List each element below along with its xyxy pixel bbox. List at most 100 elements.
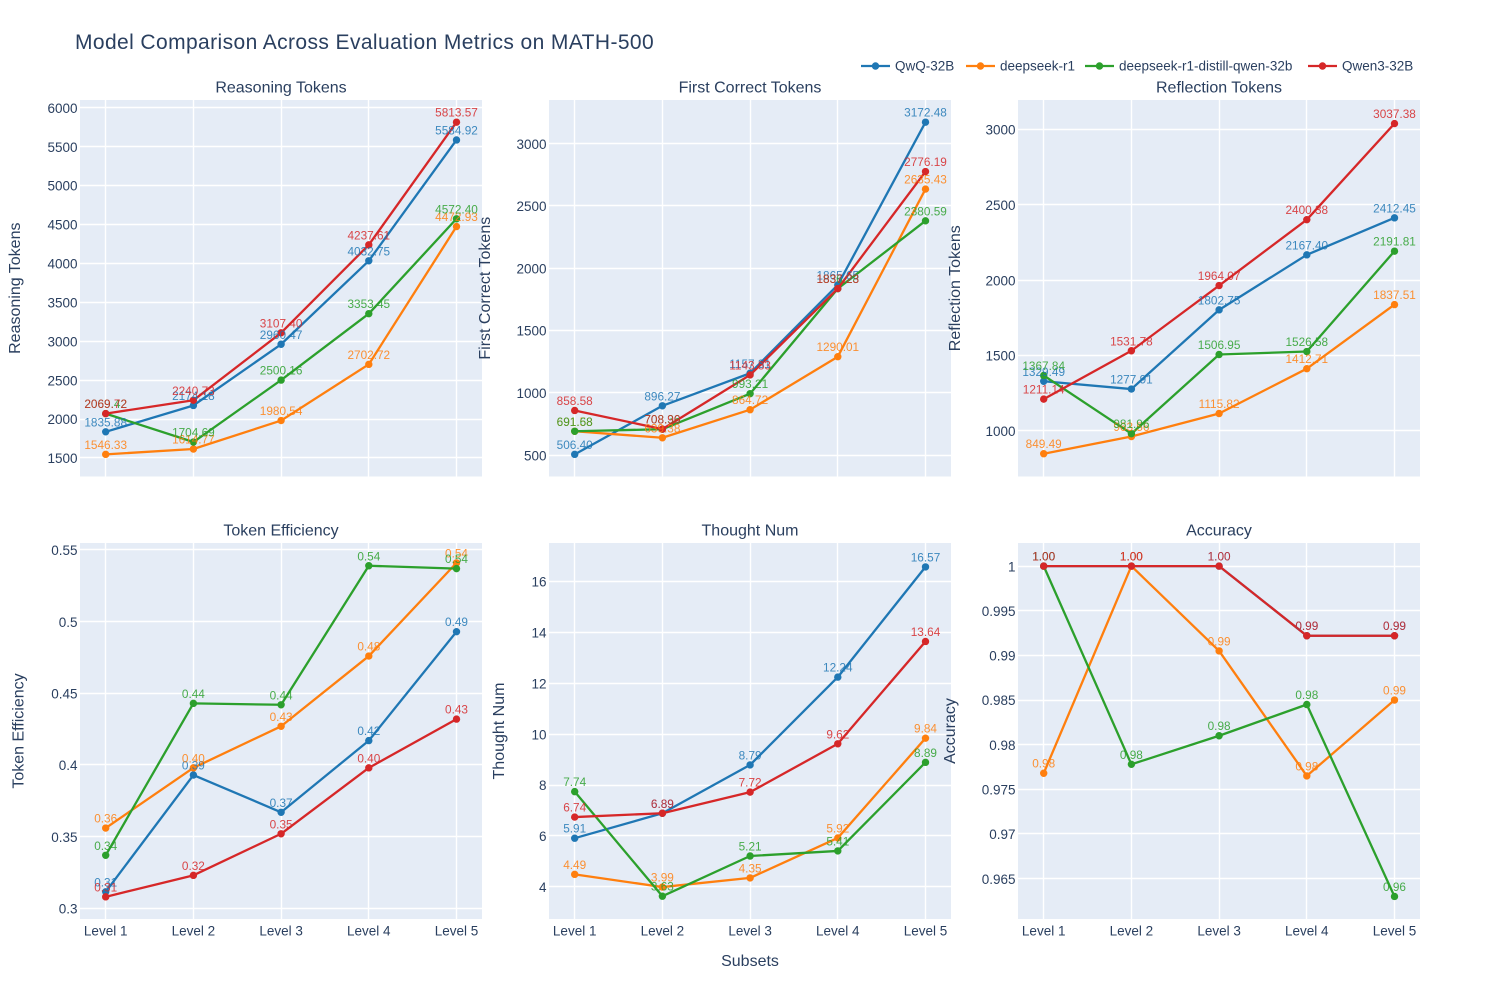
svg-text:896.27: 896.27: [644, 389, 680, 403]
svg-text:5.92: 5.92: [826, 821, 849, 835]
svg-text:0.99: 0.99: [989, 649, 1015, 664]
svg-text:0.5: 0.5: [59, 615, 78, 630]
svg-text:Accuracy: Accuracy: [1186, 523, 1252, 540]
svg-text:1000: 1000: [985, 424, 1015, 439]
svg-text:1115.82: 1115.82: [1199, 397, 1240, 411]
svg-text:1.00: 1.00: [1120, 550, 1143, 564]
svg-text:4472.93: 4472.93: [435, 210, 478, 224]
svg-text:0.985: 0.985: [982, 693, 1016, 708]
svg-text:Reasoning Tokens: Reasoning Tokens: [215, 80, 346, 97]
svg-text:0.99: 0.99: [1295, 619, 1318, 633]
svg-text:2069.72: 2069.72: [84, 397, 127, 411]
svg-text:3.99: 3.99: [651, 871, 674, 885]
svg-text:0.54: 0.54: [445, 552, 468, 566]
svg-text:2412.45: 2412.45: [1373, 201, 1416, 215]
svg-text:1.00: 1.00: [1208, 550, 1231, 564]
svg-text:10: 10: [531, 727, 546, 742]
svg-text:2167.40: 2167.40: [1285, 238, 1328, 252]
svg-text:963.56: 963.56: [1113, 420, 1150, 434]
svg-text:4032.75: 4032.75: [347, 244, 390, 258]
svg-text:506.40: 506.40: [557, 438, 594, 452]
svg-text:9.84: 9.84: [914, 722, 937, 736]
svg-text:1277.91: 1277.91: [1110, 373, 1153, 387]
svg-text:3500: 3500: [47, 296, 77, 311]
svg-text:Level 1: Level 1: [1022, 924, 1066, 939]
svg-text:0.4: 0.4: [59, 758, 78, 773]
svg-text:Subsets: Subsets: [721, 953, 779, 970]
svg-text:1835.88: 1835.88: [84, 415, 127, 429]
svg-text:5500: 5500: [47, 140, 77, 155]
svg-text:0.43: 0.43: [270, 710, 293, 724]
svg-text:0.32: 0.32: [182, 859, 205, 873]
svg-text:6000: 6000: [47, 101, 77, 116]
svg-text:0.98: 0.98: [1295, 759, 1318, 773]
svg-text:2400.38: 2400.38: [1285, 203, 1328, 217]
svg-text:5.91: 5.91: [563, 822, 586, 836]
svg-text:1500: 1500: [985, 349, 1015, 364]
svg-text:6.74: 6.74: [563, 801, 586, 815]
svg-text:8.79: 8.79: [739, 748, 762, 762]
svg-text:8: 8: [539, 778, 547, 793]
svg-text:2174.18: 2174.18: [172, 389, 215, 403]
svg-text:1837.23: 1837.23: [816, 272, 859, 286]
svg-text:0.37: 0.37: [270, 796, 293, 810]
svg-text:Level 1: Level 1: [553, 924, 597, 939]
svg-text:Thought Num: Thought Num: [491, 683, 508, 780]
svg-text:2380.59: 2380.59: [904, 204, 947, 218]
svg-text:3172.48: 3172.48: [904, 106, 947, 120]
svg-text:2500: 2500: [985, 198, 1015, 213]
svg-text:6.89: 6.89: [651, 797, 674, 811]
svg-text:0.40: 0.40: [357, 751, 380, 765]
svg-text:Level 1: Level 1: [84, 924, 128, 939]
svg-text:1500: 1500: [47, 451, 77, 466]
svg-text:0.98: 0.98: [1295, 688, 1318, 702]
svg-text:2960.47: 2960.47: [260, 328, 303, 342]
svg-text:Level 5: Level 5: [435, 924, 479, 939]
svg-text:0.54: 0.54: [357, 549, 380, 563]
svg-text:2702.72: 2702.72: [347, 348, 390, 362]
svg-text:0.96: 0.96: [1383, 880, 1406, 894]
svg-text:981.96: 981.96: [1113, 417, 1150, 431]
svg-text:Level 4: Level 4: [1285, 924, 1329, 939]
svg-text:691.58: 691.58: [557, 415, 594, 429]
svg-text:Level 2: Level 2: [172, 924, 216, 939]
svg-text:5.41: 5.41: [826, 834, 849, 848]
svg-text:1.00: 1.00: [1208, 550, 1231, 564]
svg-text:deepseek-r1-distill-qwen-32b: deepseek-r1-distill-qwen-32b: [1119, 59, 1292, 74]
svg-text:1157.31: 1157.31: [729, 357, 771, 371]
svg-text:0.975: 0.975: [982, 783, 1016, 798]
svg-text:639.38: 639.38: [644, 421, 681, 435]
svg-text:0.44: 0.44: [270, 688, 293, 702]
svg-text:1290.01: 1290.01: [816, 340, 859, 354]
svg-text:First Correct Tokens: First Correct Tokens: [679, 80, 822, 97]
svg-text:16: 16: [531, 575, 546, 590]
svg-text:0.98: 0.98: [989, 738, 1015, 753]
svg-text:Token Efficiency: Token Efficiency: [11, 673, 28, 788]
svg-text:0.48: 0.48: [357, 640, 380, 654]
svg-text:Token Efficiency: Token Efficiency: [223, 523, 338, 540]
svg-text:Level 2: Level 2: [1110, 924, 1154, 939]
svg-text:708.36: 708.36: [644, 413, 681, 427]
svg-text:0.42: 0.42: [357, 724, 380, 738]
svg-text:2500: 2500: [47, 373, 77, 388]
svg-text:Level 3: Level 3: [1197, 924, 1241, 939]
svg-text:16.57: 16.57: [911, 550, 941, 564]
svg-text:2000: 2000: [516, 261, 546, 276]
svg-text:2069.42: 2069.42: [84, 397, 127, 411]
svg-text:0.99: 0.99: [1208, 634, 1231, 648]
svg-text:3107.40: 3107.40: [260, 316, 303, 330]
svg-text:1.00: 1.00: [1120, 550, 1143, 564]
svg-text:Reflection Tokens: Reflection Tokens: [1156, 80, 1282, 97]
svg-text:1506.95: 1506.95: [1198, 338, 1241, 352]
svg-text:1526.58: 1526.58: [1285, 335, 1328, 349]
svg-text:993.21: 993.21: [732, 377, 768, 391]
svg-text:1.00: 1.00: [1120, 550, 1143, 564]
svg-text:2191.81: 2191.81: [1373, 235, 1416, 249]
svg-text:0.49: 0.49: [445, 615, 468, 629]
svg-text:2500: 2500: [516, 199, 546, 214]
svg-text:0.31: 0.31: [94, 875, 117, 889]
svg-text:1.00: 1.00: [1032, 550, 1055, 564]
svg-text:1614.77: 1614.77: [172, 433, 215, 447]
svg-text:QwQ-32B: QwQ-32B: [895, 59, 954, 74]
svg-text:0.34: 0.34: [94, 839, 117, 853]
